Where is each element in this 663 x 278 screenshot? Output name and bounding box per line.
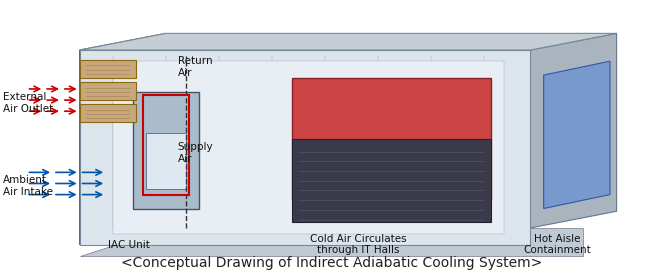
Text: Hot Aisle
Containment: Hot Aisle Containment — [523, 234, 591, 255]
FancyBboxPatch shape — [133, 92, 199, 208]
FancyBboxPatch shape — [146, 133, 186, 189]
Text: Return
Air: Return Air — [178, 56, 212, 78]
Text: Cold Air Circulates
through IT Halls: Cold Air Circulates through IT Halls — [310, 234, 406, 255]
Polygon shape — [113, 61, 504, 234]
Polygon shape — [80, 33, 617, 50]
FancyBboxPatch shape — [292, 78, 491, 200]
Polygon shape — [80, 50, 530, 245]
FancyBboxPatch shape — [80, 104, 136, 122]
Polygon shape — [80, 228, 583, 256]
Text: IAC Unit: IAC Unit — [108, 240, 151, 250]
Polygon shape — [544, 61, 610, 208]
FancyBboxPatch shape — [80, 60, 136, 78]
Text: Ambient
Air Intake: Ambient Air Intake — [3, 175, 53, 197]
Polygon shape — [530, 33, 617, 228]
Polygon shape — [80, 33, 166, 245]
FancyBboxPatch shape — [292, 139, 491, 222]
Text: <Conceptual Drawing of Indirect Adiabatic Cooling System>: <Conceptual Drawing of Indirect Adiabati… — [121, 256, 542, 270]
FancyBboxPatch shape — [80, 82, 136, 100]
Text: Supply
Air: Supply Air — [178, 142, 213, 164]
Text: External
Air Outlet: External Air Outlet — [3, 92, 54, 114]
